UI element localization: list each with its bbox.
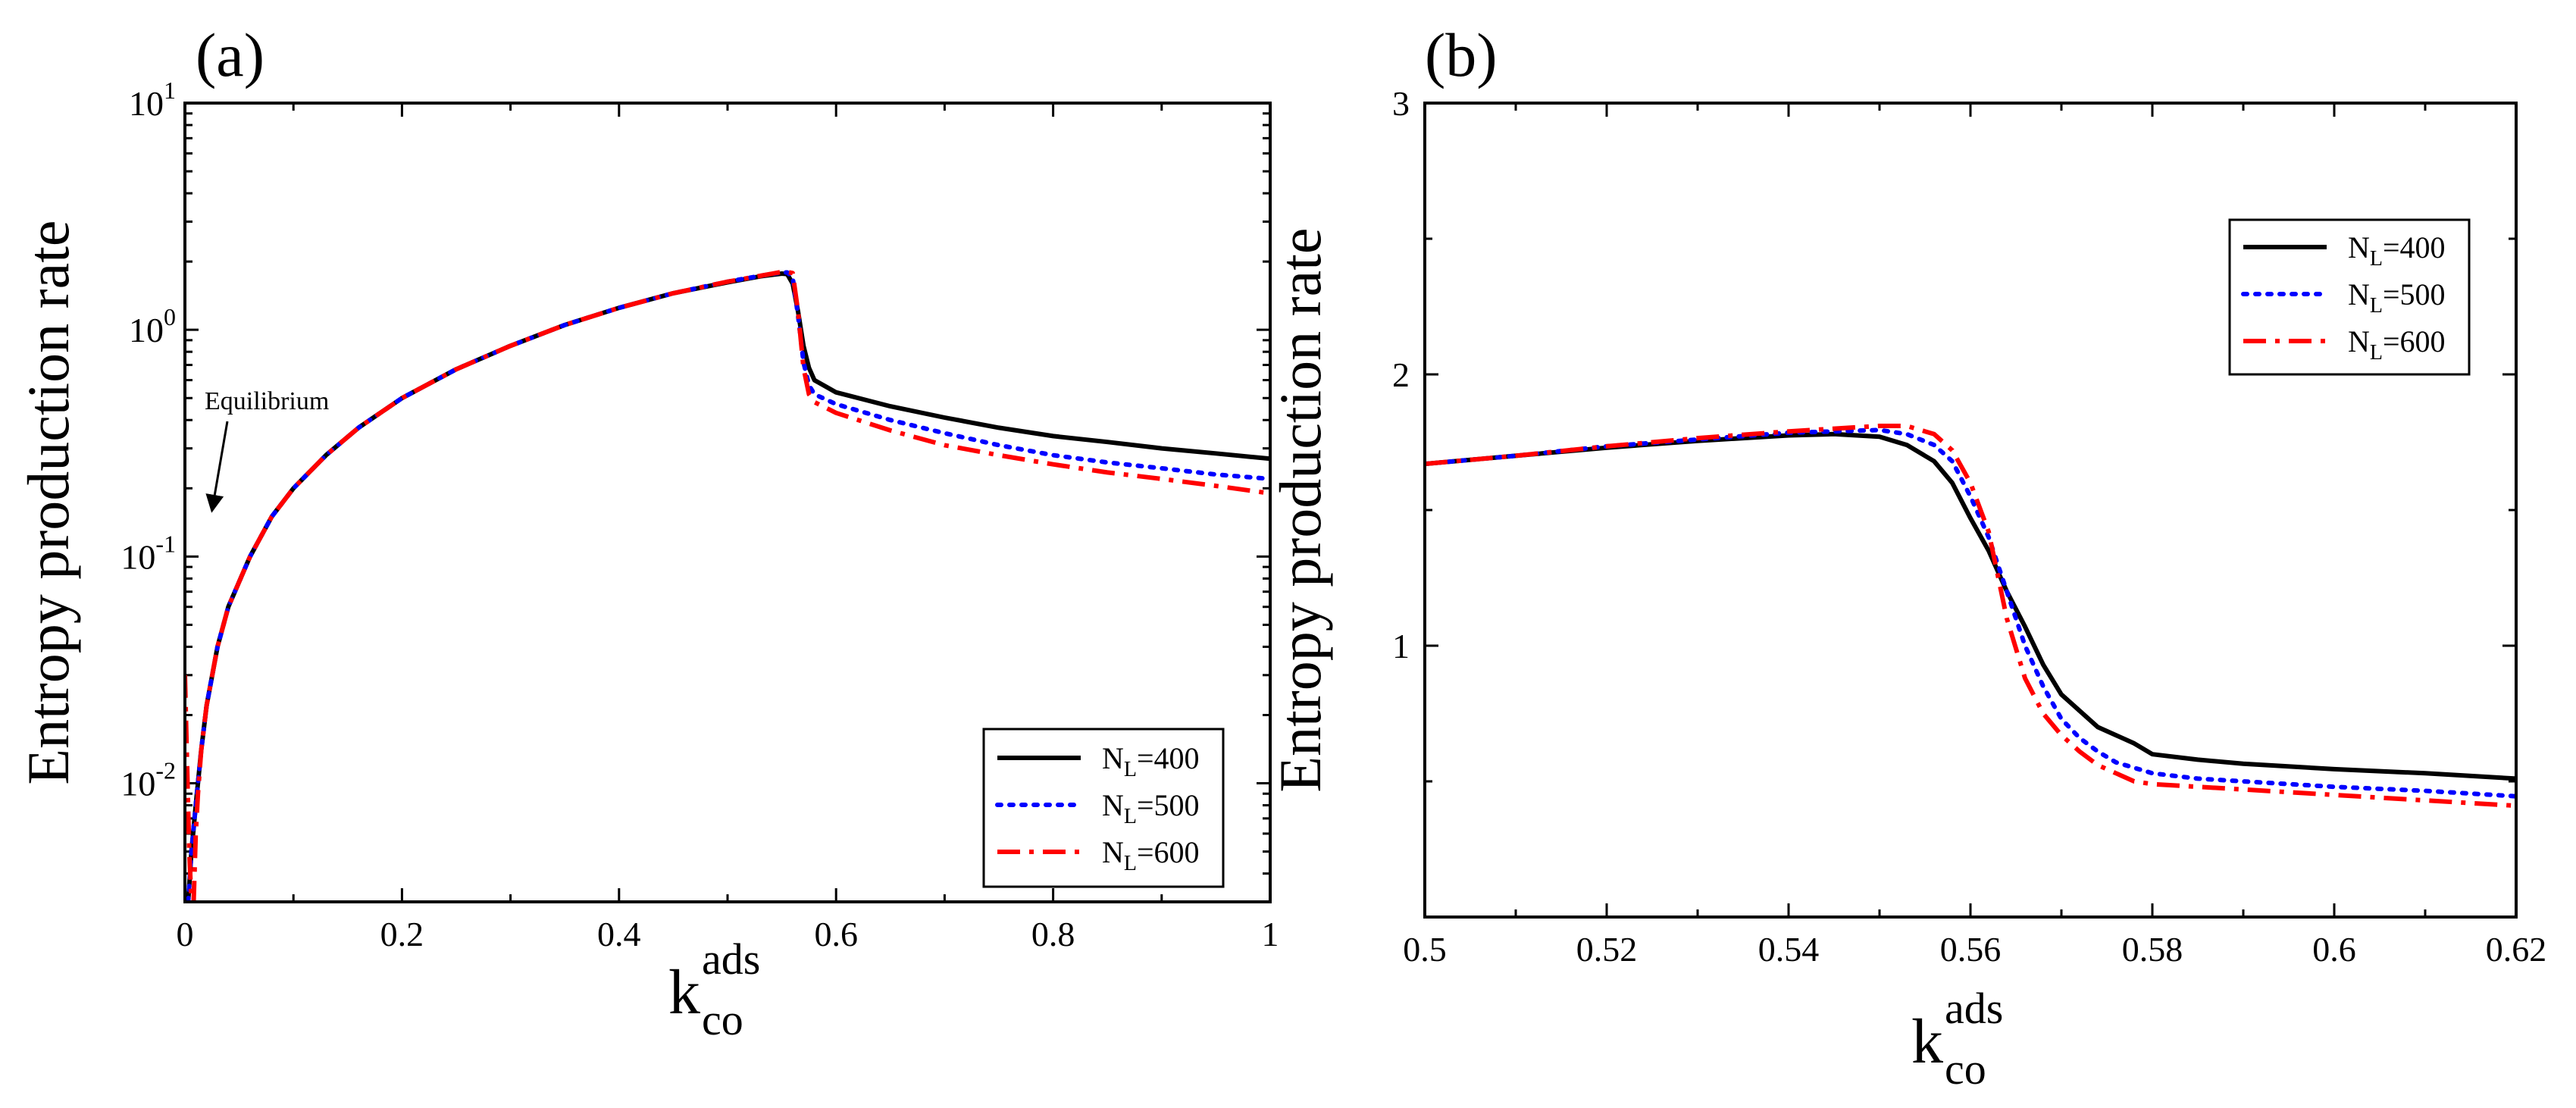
panel-b-ticks: 0.5 0.52 0.54 0.56 0.58 0.6 0.62 1 2 3 <box>1392 84 2546 969</box>
panel-a-xlabel-sub: co <box>702 995 743 1044</box>
equilibrium-label: Equilibrium <box>205 387 329 415</box>
x-tick-label: 1 <box>1262 915 1279 953</box>
x-tick-label: 0.54 <box>1758 930 1820 969</box>
legend-label: NL=500 <box>1102 788 1200 828</box>
panel-b-xlabel: k ads co <box>1911 984 2003 1094</box>
x-tick-label: 0.5 <box>1403 930 1447 969</box>
panel-b-label: (b) <box>1425 20 1498 89</box>
x-tick-label: 0.6 <box>2312 930 2356 969</box>
panel-b-xlabel-main: k <box>1911 1006 1943 1077</box>
panel-a-xlabel-main: k <box>668 957 700 1028</box>
panel-a-xlabel-sup: ads <box>702 934 760 984</box>
y-tick-label: 1 <box>1392 627 1410 665</box>
panel-a-ylabel: Entropy production rate <box>15 220 81 784</box>
panel-a-legend-box <box>982 728 1225 888</box>
series-line-400 <box>1425 431 2516 781</box>
y-tick-label: 2 <box>1392 355 1410 394</box>
panel-a: (a) 0 0.2 0.4 0.6 0.8 1 10-2 10-1 100 101 Entropy… <box>15 20 1279 1044</box>
legend-label: NL=500 <box>2348 277 2446 318</box>
equilibrium-arrow <box>205 421 229 513</box>
series-line-600 <box>185 269 1270 902</box>
panel-a-lines <box>185 269 1270 902</box>
x-tick-label: 0.58 <box>2122 930 2183 969</box>
x-tick-label: 0.8 <box>1031 915 1075 953</box>
y-tick-label: 10-2 <box>121 757 176 803</box>
x-tick-label: 0.52 <box>1576 930 1638 969</box>
panel-b-ylabel: Entropy production rate <box>1267 227 1333 792</box>
y-tick-label: 3 <box>1392 84 1410 123</box>
x-tick-label: 0.4 <box>597 915 641 953</box>
y-tick-label: 101 <box>129 77 176 123</box>
y-tick-label: 100 <box>129 303 176 349</box>
panel-a-legend: NL=400 NL=500 NL=600 <box>982 728 1225 888</box>
equilibrium-annotation: Equilibrium <box>205 387 329 513</box>
panel-b-xlabel-sup: ads <box>1945 984 2003 1033</box>
panel-b-legend: NL=400 NL=500 NL=600 <box>2228 218 2471 376</box>
x-tick-label: 0.56 <box>1940 930 2002 969</box>
y-tick-label: 10-1 <box>121 530 176 576</box>
x-tick-label: 0.2 <box>380 915 424 953</box>
legend-label: NL=600 <box>2348 324 2446 365</box>
x-tick-label: 0.62 <box>2486 930 2547 969</box>
panel-a-label: (a) <box>196 20 264 89</box>
x-tick-label: 0.6 <box>814 915 858 953</box>
panel-a-frame <box>183 102 1272 903</box>
legend-label: NL=400 <box>1102 741 1200 781</box>
panel-a-xlabel: k ads co <box>668 934 760 1044</box>
legend-label: NL=400 <box>2348 230 2446 271</box>
panel-b: (b) 0.5 0.52 0.54 0.56 0.58 0.6 0.62 1 2 3 Entrop… <box>1267 20 2546 1094</box>
legend-label: NL=600 <box>1102 835 1200 875</box>
series-line-600 <box>1425 424 2516 809</box>
panel-b-frame <box>1423 102 2518 919</box>
panel-b-lines <box>1425 424 2516 809</box>
panel-b-xlabel-sub: co <box>1945 1044 1986 1094</box>
x-tick-label: 0 <box>177 915 194 953</box>
series-line-500 <box>1425 427 2516 799</box>
panel-a-ticks: 0 0.2 0.4 0.6 0.8 1 10-2 10-1 100 101 <box>121 77 1279 953</box>
